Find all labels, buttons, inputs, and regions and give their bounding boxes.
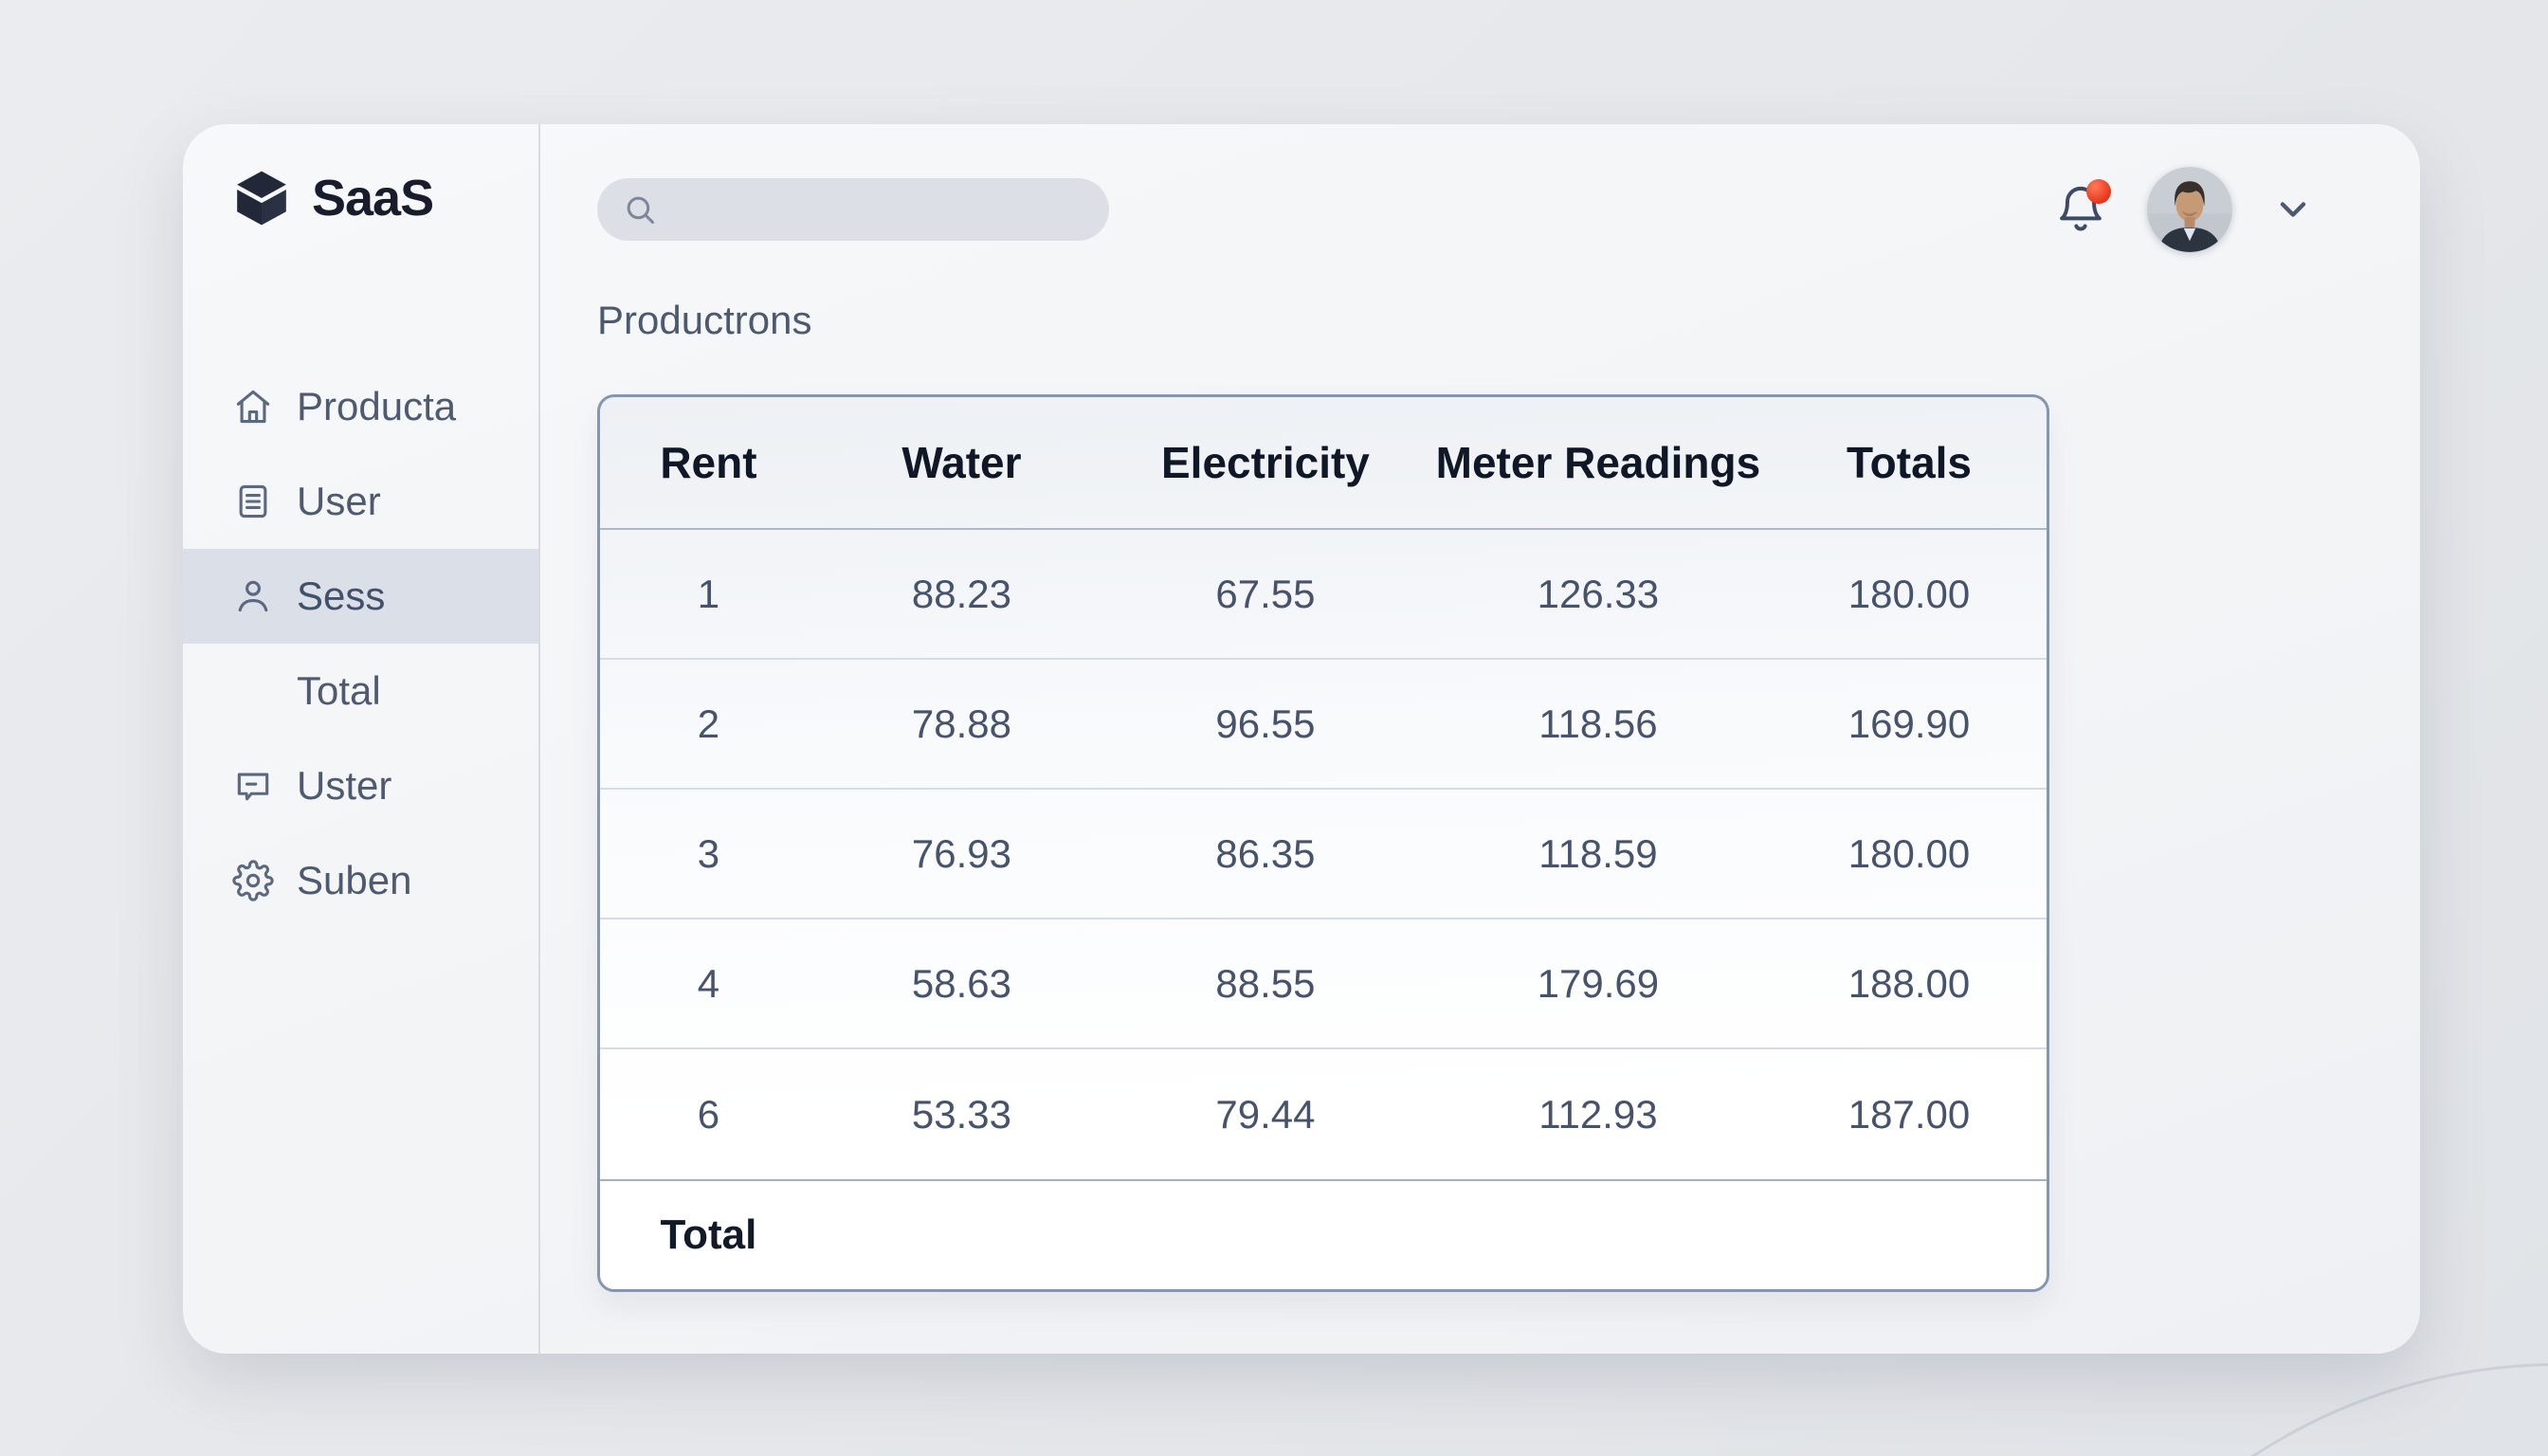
sidebar-item-label: Sess: [297, 573, 386, 618]
table-cell: 86.35: [1215, 830, 1316, 876]
table-cell: 179.69: [1537, 960, 1660, 1006]
table-cell: 88.23: [911, 571, 1012, 616]
sidebar-item-total[interactable]: Total: [183, 644, 538, 738]
search-box[interactable]: [597, 178, 1112, 241]
sidebar-item-producta[interactable]: Producta: [183, 359, 538, 454]
column-header: Meter Readings: [1435, 438, 1761, 487]
table-cell: 180.00: [1847, 830, 1971, 876]
table-cell: 3: [697, 830, 720, 876]
table-cell: 4: [697, 960, 720, 1006]
column-header: Rent: [660, 438, 757, 487]
table-cell: 58.63: [911, 960, 1012, 1006]
table-cell: 180.00: [1847, 571, 1971, 616]
home-icon: [232, 386, 274, 428]
table-row: 3 76.93 86.35 118.59 180.00: [600, 790, 2047, 919]
table-row: 6 53.33 79.44 112.93 187.00: [600, 1049, 2047, 1179]
table-row: 2 78.88 96.55 118.56 169.90: [600, 660, 2047, 790]
table-cell: 2: [697, 701, 720, 746]
table-cell: 187.00: [1847, 1091, 1971, 1137]
search-input[interactable]: [671, 178, 1112, 241]
sidebar-item-user[interactable]: User: [183, 454, 538, 549]
column-header: Electricity: [1160, 438, 1370, 487]
topbar: [597, 167, 2420, 252]
main-area: Productrons Rent Water Electricity Meter Re…: [540, 124, 2420, 1354]
sidebar: SaaS Producta User Sess Total Uster Suben: [183, 124, 540, 1354]
table-cell: 6: [697, 1091, 720, 1137]
table-cell: 76.93: [911, 830, 1012, 876]
topbar-actions: [2054, 167, 2314, 252]
sidebar-menu: Producta User Sess Total Uster Suben: [183, 359, 538, 928]
data-table: Rent Water Electricity Meter Readings Totals…: [597, 394, 2049, 1292]
background-circle-decoration: [2000, 1363, 2548, 1456]
table-cell: 126.33: [1537, 571, 1660, 616]
table-cell: 118.56: [1538, 701, 1658, 746]
sidebar-item-uster[interactable]: Uster: [183, 738, 538, 833]
table-footer-label: Total: [660, 1211, 757, 1258]
notification-badge: [2086, 179, 2111, 204]
table-cell: 188.00: [1847, 960, 1971, 1006]
table-cell: 169.90: [1847, 701, 1971, 746]
document-icon: [232, 481, 274, 522]
table-cell: 67.55: [1215, 571, 1316, 616]
table-cell: 78.88: [911, 701, 1012, 746]
table-row: 4 58.63 88.55 179.69 188.00: [600, 919, 2047, 1049]
chevron-down-icon[interactable]: [2272, 189, 2314, 230]
bell-icon[interactable]: [2054, 179, 2111, 236]
app-card: SaaS Producta User Sess Total Uster Suben: [183, 124, 2420, 1354]
table-cell: 53.33: [911, 1091, 1012, 1137]
sidebar-item-sess[interactable]: Sess: [183, 549, 538, 644]
gear-icon: [232, 860, 274, 901]
table-cell: 79.44: [1215, 1091, 1316, 1137]
brand-logo[interactable]: SaaS: [183, 166, 538, 230]
brand-name: SaaS: [312, 170, 434, 227]
user-icon: [232, 575, 274, 617]
sidebar-item-label: Total: [297, 668, 381, 713]
sidebar-item-label: Producta: [297, 384, 457, 428]
sidebar-item-label: User: [297, 479, 381, 523]
table-row: 1 88.23 67.55 126.33 180.00: [600, 530, 2047, 660]
page-title: Productrons: [597, 298, 812, 342]
table-footer-row: Total: [600, 1179, 2047, 1289]
column-header: Totals: [1846, 438, 1973, 487]
column-header: Water: [901, 438, 1022, 487]
chat-icon: [232, 765, 274, 807]
user-avatar[interactable]: [2147, 167, 2232, 252]
table-cell: 118.59: [1538, 830, 1658, 876]
table-header-row: Rent Water Electricity Meter Readings Totals: [600, 397, 2047, 530]
table-cell: 1: [697, 571, 720, 616]
sidebar-item-suben[interactable]: Suben: [183, 833, 538, 928]
table-cell: 112.93: [1538, 1091, 1658, 1137]
table-body: 1 88.23 67.55 126.33 180.00 2 78.88 96.55 118.56…: [600, 530, 2047, 1179]
sidebar-item-label: Uster: [297, 763, 392, 808]
table-cell: 88.55: [1215, 960, 1316, 1006]
layers-cube-icon: [232, 169, 291, 228]
search-icon: [622, 191, 658, 228]
sidebar-item-label: Suben: [297, 858, 412, 902]
table-cell: 96.55: [1215, 701, 1316, 746]
